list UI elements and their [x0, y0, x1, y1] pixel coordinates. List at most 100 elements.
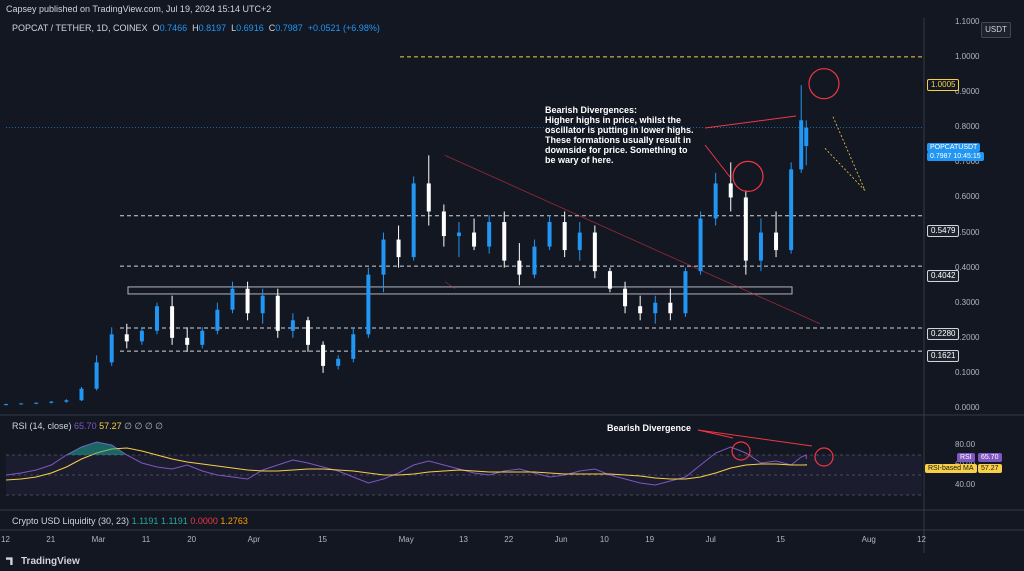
- candle-body: [472, 232, 477, 247]
- candle-body: [562, 222, 567, 251]
- candle-body: [260, 295, 265, 314]
- rsi-tag: RSI: [957, 453, 975, 462]
- rsi-tick-label: 80.00: [955, 440, 976, 449]
- symbol-price-tag: POPCATUSDT: [927, 143, 981, 152]
- symbol-legend: POPCAT / TETHER, 1D, COINEX O0.7466 H0.8…: [12, 23, 380, 33]
- rsi-ma-tag: RSI-based MA: [925, 464, 977, 473]
- rsi-extra: ∅ ∅ ∅ ∅: [124, 421, 164, 431]
- price-tick-label: 1.1000: [955, 17, 980, 26]
- low-value: 0.6916: [236, 23, 264, 33]
- candle-body: [668, 302, 673, 314]
- close-value: 0.7987: [275, 23, 303, 33]
- candle-body: [774, 232, 779, 251]
- open-label: O: [152, 23, 160, 33]
- rsi-ma-value: 57.27: [99, 421, 122, 431]
- publish-info: Capsey published on TradingView.com, Jul…: [6, 4, 272, 14]
- time-tick-label: 15: [318, 535, 327, 544]
- liquidity-v3: 0.0000: [190, 516, 218, 526]
- time-tick-label: 15: [776, 535, 785, 544]
- candle-body: [789, 169, 794, 251]
- time-tick-label: 12: [1, 535, 10, 544]
- rsi-tick-label: 40.00: [955, 480, 976, 489]
- rsi-arrow-1: [697, 429, 734, 439]
- currency-button[interactable]: USDT: [981, 22, 1011, 38]
- level-tag-5: 0.1621: [927, 350, 960, 362]
- time-tick-label: 19: [645, 535, 655, 544]
- candle-body: [200, 330, 205, 345]
- candle-body: [381, 239, 386, 275]
- candle-body: [577, 232, 582, 251]
- rsi-high-circle-2: [814, 447, 834, 467]
- publish-header: Capsey published on TradingView.com, Jul…: [0, 0, 1024, 18]
- candle-body: [34, 402, 39, 404]
- candle-body: [502, 222, 507, 261]
- price-tick-label: 0.2000: [955, 332, 980, 342]
- time-tick-label: 22: [504, 535, 514, 544]
- candle-body: [64, 400, 69, 402]
- price-tick-label: 0.3000: [955, 297, 980, 307]
- candle-body: [743, 197, 748, 261]
- support-zone-box: [127, 286, 793, 295]
- time-tick-label: 12: [917, 535, 926, 544]
- candle-body: [215, 309, 220, 331]
- price-tick-label: 0.1000: [955, 367, 980, 377]
- candle-body: [109, 334, 114, 363]
- candle-body: [592, 232, 597, 272]
- candle-body: [275, 295, 280, 331]
- price-timer: 10:45:15: [953, 153, 981, 160]
- divergence-note: Bearish Divergences: Higher highs in pri…: [545, 105, 694, 165]
- time-tick-label: 21: [46, 535, 56, 544]
- high-value: 0.8197: [198, 23, 227, 33]
- candle-body: [517, 260, 522, 275]
- rsi-overbought-fill: [66, 442, 127, 455]
- open-value: 0.7466: [159, 23, 188, 33]
- candle-body: [351, 334, 356, 359]
- rsi-legend: RSI (14, close) 65.70 57.27 ∅ ∅ ∅ ∅: [12, 421, 163, 432]
- wedge-line-lower: [824, 148, 866, 191]
- liquidity-v2: 1.1191: [160, 516, 188, 526]
- time-tick-label: 11: [141, 535, 151, 544]
- arrow-to-high: [704, 115, 797, 129]
- candle-body: [638, 306, 643, 314]
- candle-body: [321, 344, 326, 366]
- time-tick-label: Aug: [861, 535, 876, 544]
- low-label: L: [231, 23, 237, 33]
- tradingview-logo[interactable]: TradingView: [6, 556, 80, 567]
- candle-body: [230, 288, 235, 310]
- arrow-to-prev-high: [704, 144, 731, 178]
- candle-body: [799, 120, 804, 170]
- candle-body: [49, 401, 54, 403]
- price-tick-label: 0.4000: [955, 262, 980, 272]
- time-tick-label: 10: [599, 535, 609, 544]
- candle-body: [441, 211, 446, 237]
- candle-body: [94, 362, 99, 389]
- price-tick-label: 0.6000: [955, 192, 980, 202]
- candle-body: [411, 183, 416, 258]
- price-high-circle-1: [808, 68, 840, 100]
- close-label: C: [268, 23, 276, 33]
- rsi-value: 65.70: [74, 421, 97, 431]
- price-tick-label: 0.9000: [955, 87, 980, 97]
- rsi-ma-line: [5, 447, 807, 481]
- level-tag-1: 1.0005: [927, 79, 960, 91]
- candle-body: [698, 218, 703, 272]
- candle-body: [290, 320, 295, 331]
- candle-body: [758, 232, 763, 261]
- rsi-line: [5, 441, 807, 486]
- wedge-line-upper: [832, 116, 866, 191]
- candle-body: [426, 183, 431, 212]
- price-tick-label: 0.5000: [955, 227, 980, 237]
- rsi-high-circle-1: [731, 441, 751, 461]
- time-tick-label: Mar: [91, 535, 106, 544]
- liquidity-legend: Crypto USD Liquidity (30, 23) 1.1191 1.1…: [12, 516, 248, 526]
- candle-body: [653, 302, 658, 314]
- candle-body: [804, 127, 809, 147]
- price-high-circle-2: [732, 160, 764, 192]
- symbol-name: POPCAT / TETHER, 1D, COINEX: [12, 23, 148, 33]
- price-tick-label: 0.8000: [955, 122, 980, 132]
- change-value: +0.0521 (+6.98%): [307, 23, 380, 33]
- candle-body: [396, 239, 401, 258]
- level-tag-4: 0.2280: [927, 328, 960, 340]
- candle-body: [154, 306, 159, 331]
